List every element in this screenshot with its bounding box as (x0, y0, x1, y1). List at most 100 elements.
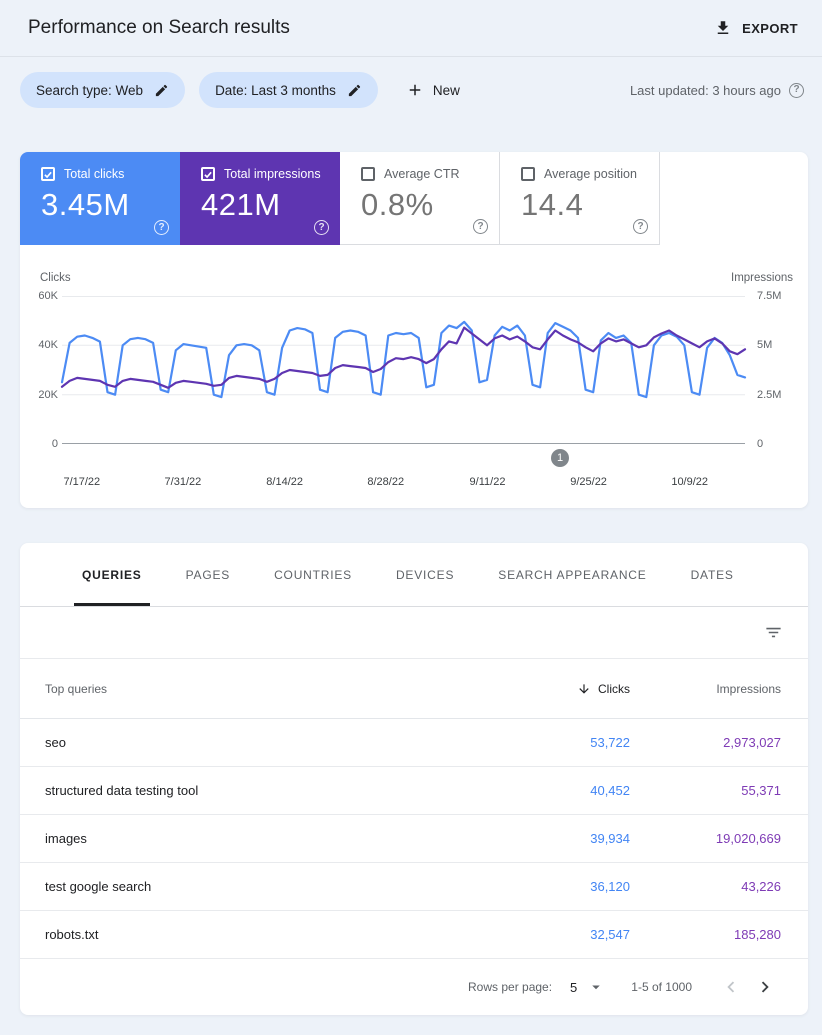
timeline-annotation-marker[interactable]: 1 (551, 449, 569, 467)
sort-descending-icon (579, 683, 589, 694)
rows-per-page-select[interactable]: 5 (570, 978, 605, 996)
previous-page-chevron-icon (718, 974, 744, 1000)
query-cell: robots.txt (45, 927, 99, 942)
metric-cards-row: Total clicks 3.45M ? Total impressions 4… (20, 152, 808, 245)
metric-card-average-ctr[interactable]: Average CTR 0.8% ? (340, 152, 500, 245)
total-clicks-value: 3.45M (41, 187, 130, 222)
total-impressions-value: 421M (201, 187, 281, 222)
metric-card-average-position[interactable]: Average position 14.4 ? (500, 152, 660, 245)
impressions-cell: 19,020,669 (715, 831, 781, 846)
metric-card-total-clicks[interactable]: Total clicks 3.45M ? (20, 152, 180, 245)
metric-card-total-impressions[interactable]: Total impressions 421M ? (180, 152, 340, 245)
tab-pages[interactable]: PAGES (185, 567, 231, 582)
x-axis-tick: 8/14/22 (266, 476, 304, 488)
metric-card-label: Total clicks (64, 167, 125, 181)
check-icon (204, 171, 212, 178)
help-icon[interactable]: ? (473, 219, 488, 234)
query-cell: images (45, 831, 87, 846)
plus-icon (409, 84, 421, 96)
clicks-cell: 36,120 (590, 879, 630, 894)
impressions-cell: 2,973,027 (723, 735, 781, 750)
x-axis-labels: 7/17/22 7/31/22 8/14/22 8/28/22 9/11/22 … (62, 476, 745, 490)
column-header-top-queries: Top queries (45, 681, 108, 696)
x-axis-tick: 9/11/22 (469, 476, 506, 488)
query-cell: structured data testing tool (45, 783, 199, 798)
dimensions-table-panel: QUERIES PAGES COUNTRIES DEVICES SEARCH A… (20, 543, 808, 1015)
left-axis-tick: 20K (38, 389, 58, 401)
metric-card-label: Average CTR (384, 167, 460, 181)
x-axis-tick: 7/31/22 (164, 476, 202, 488)
metric-card-label: Average position (544, 167, 637, 181)
impressions-cell: 185,280 (734, 927, 781, 942)
impressions-cell: 43,226 (741, 879, 781, 894)
average-ctr-checkbox[interactable] (361, 167, 375, 181)
performance-chart-panel: Total clicks 3.45M ? Total impressions 4… (20, 152, 808, 508)
table-header-row: Top queries Clicks Impressions (20, 659, 808, 719)
column-header-impressions[interactable]: Impressions (716, 681, 781, 696)
filter-list-icon[interactable] (764, 623, 783, 642)
x-axis-tick: 7/17/22 (63, 476, 101, 488)
query-cell: test google search (45, 879, 152, 894)
clicks-cell: 53,722 (590, 735, 630, 750)
average-position-checkbox[interactable] (521, 167, 535, 181)
table-row[interactable]: structured data testing tool 40,452 55,3… (20, 767, 808, 815)
last-updated: Last updated: 3 hours ago ? (629, 82, 804, 98)
right-axis-tick: 0 (757, 438, 764, 450)
x-axis-tick: 8/28/22 (367, 476, 405, 488)
tab-dates[interactable]: DATES (690, 567, 734, 582)
edit-pencil-icon[interactable] (347, 83, 362, 98)
clicks-cell: 39,934 (590, 831, 630, 846)
x-axis-tick: 10/9/22 (671, 476, 709, 488)
table-filter-row (20, 607, 808, 659)
average-ctr-value: 0.8% (361, 187, 434, 222)
clicks-cell: 40,452 (590, 783, 630, 798)
left-axis-title: Clicks (40, 272, 71, 284)
help-icon[interactable]: ? (633, 219, 648, 234)
left-axis-tick: 40K (38, 339, 58, 351)
left-axis-tick: 60K (38, 290, 58, 302)
right-axis-tick: 7.5M (757, 290, 782, 302)
tab-devices[interactable]: DEVICES (395, 567, 455, 582)
edit-pencil-icon[interactable] (154, 83, 169, 98)
dimension-tabs: QUERIES PAGES COUNTRIES DEVICES SEARCH A… (20, 543, 808, 607)
tab-queries[interactable]: QUERIES (60, 543, 164, 606)
help-icon[interactable]: ? (314, 220, 329, 235)
right-axis-tick: 2.5M (757, 389, 782, 401)
help-icon[interactable]: ? (154, 220, 169, 235)
date-range-chip[interactable]: Date: Last 3 months (199, 72, 378, 108)
export-button[interactable]: EXPORT (704, 13, 808, 43)
x-axis-tick: 9/25/22 (570, 476, 607, 488)
page-header: Performance on Search results EXPORT (0, 0, 822, 57)
table-row[interactable]: test google search 36,120 43,226 (20, 863, 808, 911)
right-axis-title: Impressions (731, 272, 793, 284)
left-axis-tick: 0 (51, 438, 58, 450)
total-impressions-checkbox[interactable] (201, 167, 215, 181)
table-row[interactable]: images 39,934 19,020,669 (20, 815, 808, 863)
search-type-chip-label: Search type: Web (36, 82, 144, 98)
column-header-clicks[interactable]: Clicks (480, 682, 630, 696)
right-axis-tick: 5M (757, 339, 773, 351)
new-filter-button[interactable]: New (406, 81, 460, 99)
filter-bar: Search type: Web Date: Last 3 months New… (20, 72, 804, 108)
tab-search-appearance[interactable]: SEARCH APPEARANCE (498, 567, 647, 582)
page-title: Performance on Search results (28, 17, 290, 38)
check-icon (44, 171, 52, 178)
table-row[interactable]: robots.txt 32,547 185,280 (20, 911, 808, 959)
performance-line-chart (60, 296, 747, 444)
dropdown-arrow-icon (587, 978, 605, 996)
export-label: EXPORT (742, 20, 798, 36)
last-updated-label: Last updated: 3 hours ago (629, 82, 781, 98)
impressions-cell: 55,371 (741, 783, 781, 798)
tab-countries[interactable]: COUNTRIES (274, 567, 352, 582)
clicks-cell: 32,547 (590, 927, 630, 942)
chart-plot-svg (60, 296, 747, 444)
rows-per-page-label: Rows per page: (468, 980, 553, 994)
next-page-chevron-icon[interactable] (752, 974, 778, 1000)
date-range-chip-label: Date: Last 3 months (215, 82, 336, 98)
total-clicks-checkbox[interactable] (41, 167, 55, 181)
help-icon[interactable]: ? (789, 82, 804, 98)
search-type-chip[interactable]: Search type: Web (20, 72, 186, 108)
query-cell: seo (45, 735, 66, 750)
new-filter-label: New (432, 82, 460, 98)
table-row[interactable]: seo 53,722 2,973,027 (20, 719, 808, 767)
